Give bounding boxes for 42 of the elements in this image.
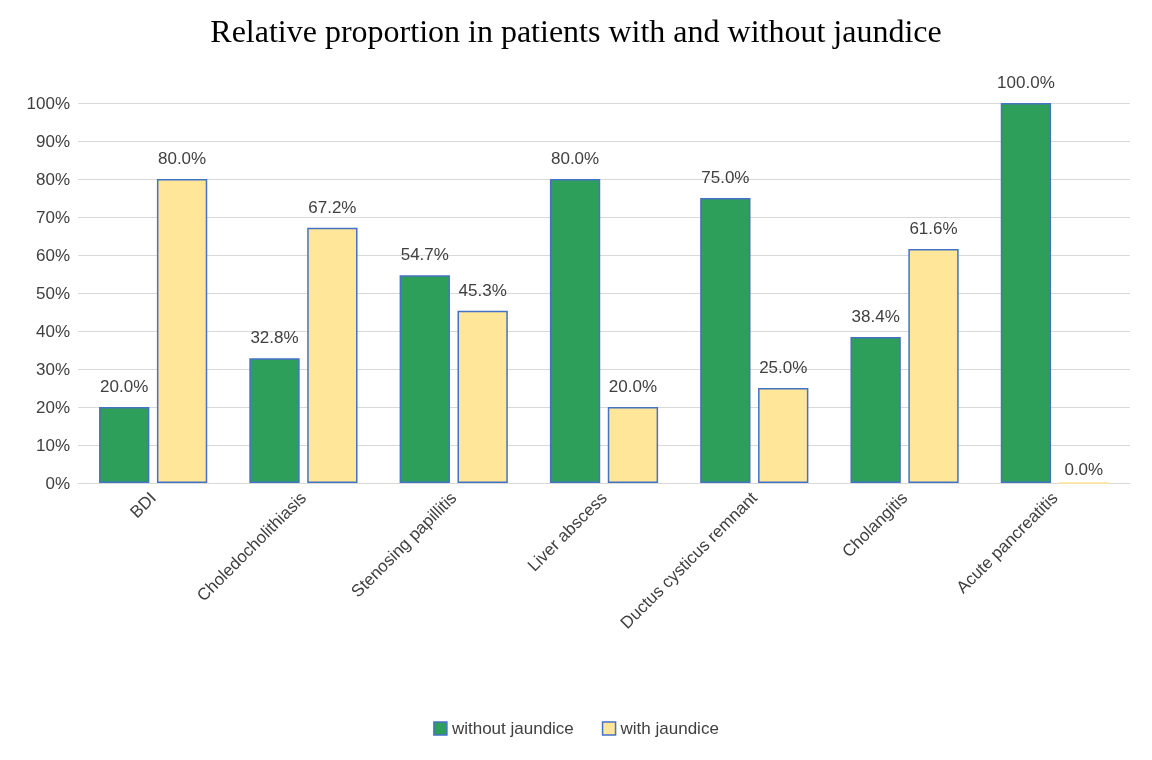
legend-label: with jaundice: [619, 719, 719, 738]
y-tick-label: 90%: [35, 131, 70, 151]
x-tick-label: BDI: [126, 488, 160, 522]
y-tick-label: 70%: [35, 207, 70, 227]
data-label: 20.0%: [100, 377, 149, 396]
bar: [307, 227, 358, 483]
bar: [1000, 103, 1052, 483]
data-label: 80.0%: [550, 149, 600, 168]
bar: [758, 388, 809, 483]
y-tick-label: 40%: [35, 321, 70, 341]
bar: [549, 179, 601, 483]
bar: [850, 337, 901, 483]
bar: [457, 310, 508, 483]
bar: [908, 248, 959, 483]
data-label: 54.7%: [400, 245, 449, 265]
y-tick-label: 30%: [35, 359, 70, 379]
chart-title: Relative proportion in patients with and without jaundice: [210, 13, 942, 49]
bar: [156, 179, 208, 483]
bar: [99, 407, 150, 483]
data-label: 45.3%: [458, 280, 507, 300]
y-tick-label: 50%: [35, 283, 70, 303]
bar: [399, 275, 450, 483]
data-label: 32.8%: [250, 328, 299, 348]
y-tick-label: 10%: [35, 435, 70, 455]
y-tick-label: 80%: [35, 169, 70, 189]
bar: [700, 198, 751, 483]
data-label: 100.0%: [997, 73, 1055, 92]
data-label: 75.0%: [701, 168, 750, 187]
data-label: 25.0%: [759, 358, 808, 377]
bar: [607, 407, 659, 483]
data-label: 0.0%: [1064, 460, 1104, 480]
legend-label: without jaundice: [450, 719, 574, 738]
data-label: 61.6%: [909, 218, 958, 238]
bar: [249, 358, 300, 483]
data-label: 38.4%: [851, 307, 900, 327]
y-tick-label: 20%: [35, 397, 70, 417]
data-label: 20.0%: [608, 377, 658, 396]
data-label: 80.0%: [157, 149, 207, 168]
data-label: 67.2%: [308, 197, 357, 217]
y-tick-label: 60%: [35, 245, 70, 265]
y-tick-label: 100%: [26, 93, 70, 113]
y-tick-label: 0%: [45, 473, 70, 493]
